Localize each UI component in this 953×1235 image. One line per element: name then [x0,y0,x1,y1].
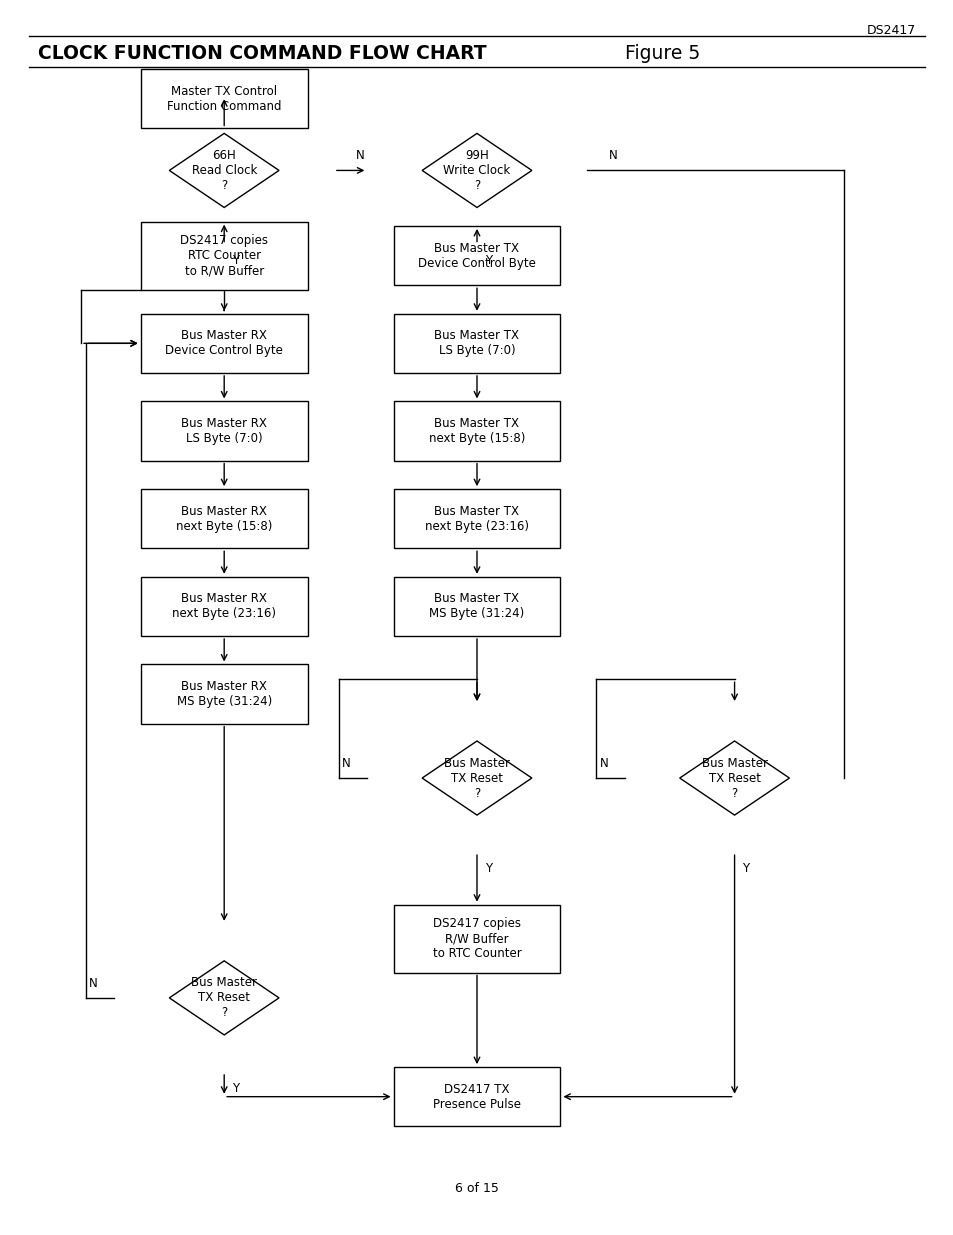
FancyBboxPatch shape [141,222,307,290]
FancyBboxPatch shape [393,904,559,973]
Text: N: N [341,757,351,769]
Text: DS2417 TX
Presence Pulse: DS2417 TX Presence Pulse [433,1083,520,1110]
FancyBboxPatch shape [141,577,307,636]
Text: Bus Master
TX Reset
?: Bus Master TX Reset ? [700,757,767,799]
Text: 66H
Read Clock
?: 66H Read Clock ? [192,149,256,191]
Polygon shape [170,961,278,1035]
Text: Bus Master RX
LS Byte (7:0): Bus Master RX LS Byte (7:0) [181,417,267,445]
FancyBboxPatch shape [393,226,559,285]
FancyBboxPatch shape [393,1067,559,1126]
Text: Bus Master TX
LS Byte (7:0): Bus Master TX LS Byte (7:0) [434,330,519,357]
Polygon shape [679,741,789,815]
Text: N: N [355,149,365,162]
Text: Y: Y [232,1082,239,1094]
Text: Bus Master TX
MS Byte (31:24): Bus Master TX MS Byte (31:24) [429,593,524,620]
Text: Y: Y [484,254,492,267]
Text: DS2417: DS2417 [865,23,915,37]
Text: DS2417 copies
R/W Buffer
to RTC Counter: DS2417 copies R/W Buffer to RTC Counter [432,918,521,960]
Text: N: N [598,757,608,769]
Text: Y: Y [484,862,492,874]
Text: Bus Master RX
next Byte (15:8): Bus Master RX next Byte (15:8) [175,505,273,532]
Text: Bus Master
TX Reset
?: Bus Master TX Reset ? [443,757,510,799]
Text: CLOCK FUNCTION COMMAND FLOW CHART: CLOCK FUNCTION COMMAND FLOW CHART [38,43,486,63]
Text: Bus Master RX
MS Byte (31:24): Bus Master RX MS Byte (31:24) [176,680,272,708]
Polygon shape [421,133,531,207]
Text: Bus Master TX
next Byte (15:8): Bus Master TX next Byte (15:8) [428,417,525,445]
Text: 6 of 15: 6 of 15 [455,1182,498,1194]
Text: Bus Master RX
Device Control Byte: Bus Master RX Device Control Byte [165,330,283,357]
Polygon shape [170,133,278,207]
Text: Bus Master RX
next Byte (23:16): Bus Master RX next Byte (23:16) [172,593,276,620]
FancyBboxPatch shape [141,69,307,128]
Text: Bus Master TX
next Byte (23:16): Bus Master TX next Byte (23:16) [424,505,529,532]
FancyBboxPatch shape [393,314,559,373]
FancyBboxPatch shape [141,401,307,461]
Text: Figure 5: Figure 5 [624,43,700,63]
Text: 99H
Write Clock
?: 99H Write Clock ? [443,149,510,191]
Text: N: N [89,977,98,989]
FancyBboxPatch shape [393,489,559,548]
FancyBboxPatch shape [141,314,307,373]
Text: Bus Master
TX Reset
?: Bus Master TX Reset ? [191,977,257,1019]
FancyBboxPatch shape [141,664,307,724]
FancyBboxPatch shape [393,577,559,636]
Text: N: N [608,149,618,162]
FancyBboxPatch shape [393,401,559,461]
Text: Master TX Control
Function Command: Master TX Control Function Command [167,85,281,112]
Text: Bus Master TX
Device Control Byte: Bus Master TX Device Control Byte [417,242,536,269]
Polygon shape [421,741,531,815]
Text: Y: Y [232,254,239,267]
FancyBboxPatch shape [141,489,307,548]
Text: Y: Y [741,862,749,874]
Text: DS2417 copies
RTC Counter
to R/W Buffer: DS2417 copies RTC Counter to R/W Buffer [180,235,268,277]
